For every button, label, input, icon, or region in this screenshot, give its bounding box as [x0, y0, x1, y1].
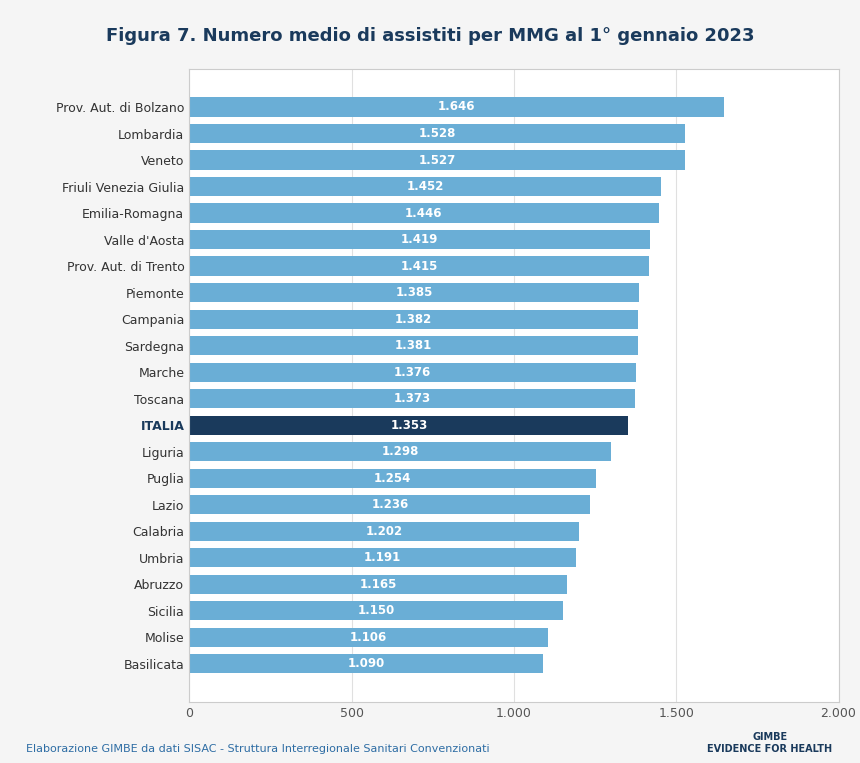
- Bar: [189, 150, 685, 169]
- Text: 1.254: 1.254: [374, 472, 411, 485]
- Bar: [189, 362, 636, 382]
- Text: 1.376: 1.376: [394, 365, 431, 378]
- Bar: [189, 310, 638, 329]
- Bar: [189, 336, 637, 355]
- Text: 1.419: 1.419: [401, 233, 439, 246]
- Bar: [189, 601, 562, 620]
- Bar: [189, 283, 639, 302]
- Text: 1.202: 1.202: [366, 525, 402, 538]
- Bar: [189, 468, 596, 488]
- Bar: [189, 548, 576, 567]
- Text: 1.381: 1.381: [395, 339, 432, 352]
- Text: 1.527: 1.527: [419, 153, 456, 166]
- Text: Elaborazione GIMBE da dati SISAC - Struttura Interregionale Sanitari Convenziona: Elaborazione GIMBE da dati SISAC - Strut…: [26, 744, 489, 754]
- Text: 1.452: 1.452: [406, 180, 444, 193]
- Bar: [189, 98, 723, 117]
- Text: 1.373: 1.373: [394, 392, 431, 405]
- Bar: [189, 124, 685, 143]
- Bar: [189, 389, 635, 408]
- Text: 1.150: 1.150: [357, 604, 395, 617]
- Bar: [189, 522, 580, 541]
- Text: 1.165: 1.165: [359, 578, 397, 591]
- Bar: [189, 628, 549, 647]
- Text: GIMBE
EVIDENCE FOR HEALTH: GIMBE EVIDENCE FOR HEALTH: [707, 732, 832, 754]
- Bar: [189, 495, 591, 514]
- Text: 1.382: 1.382: [395, 313, 433, 326]
- Bar: [189, 256, 648, 275]
- Text: 1.298: 1.298: [381, 445, 419, 458]
- Text: Figura 7. Numero medio di assistiti per MMG al 1° gennaio 2023: Figura 7. Numero medio di assistiti per …: [106, 27, 754, 45]
- Text: 1.646: 1.646: [438, 101, 475, 114]
- Bar: [189, 416, 629, 435]
- Bar: [189, 204, 659, 223]
- Text: 1.090: 1.090: [347, 657, 384, 670]
- Text: 1.106: 1.106: [350, 631, 387, 644]
- Bar: [189, 654, 543, 673]
- Text: 1.528: 1.528: [419, 127, 456, 140]
- Text: 1.385: 1.385: [396, 286, 433, 299]
- Bar: [189, 575, 568, 594]
- Text: 1.236: 1.236: [372, 498, 408, 511]
- Bar: [189, 442, 611, 461]
- Text: 1.415: 1.415: [400, 259, 438, 272]
- Text: 1.353: 1.353: [390, 419, 427, 432]
- Bar: [189, 230, 650, 249]
- Text: 1.446: 1.446: [405, 207, 443, 220]
- Text: 1.191: 1.191: [364, 551, 401, 564]
- Bar: [189, 177, 660, 196]
